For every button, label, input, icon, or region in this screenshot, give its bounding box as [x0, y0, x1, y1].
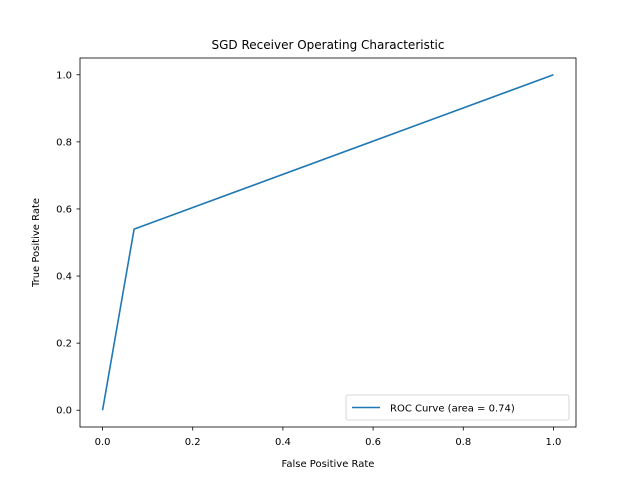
y-axis-ticks: 0.0 0.2 0.4 0.6 0.8 1.0	[56, 70, 80, 417]
legend-label: ROC Curve (area = 0.74)	[390, 404, 515, 415]
chart-title: SGD Receiver Operating Characteristic	[212, 38, 445, 52]
y-tick-label: 0.4	[56, 272, 72, 283]
x-axis-ticks: 0.0 0.2 0.4 0.6 0.8 1.0	[95, 427, 562, 448]
y-tick-label: 0.6	[56, 204, 72, 215]
plot-data	[101, 74, 554, 411]
y-tick-label: 0.0	[56, 406, 72, 417]
axes-frame	[79, 57, 577, 428]
y-axis-label: True Positive Rate	[31, 198, 42, 288]
x-tick-label: 0.2	[185, 437, 201, 448]
y-tick-label: 1.0	[56, 70, 72, 81]
legend: ROC Curve (area = 0.74)	[345, 394, 570, 421]
y-tick-label: 0.8	[56, 137, 72, 148]
x-axis-label: False Positive Rate	[282, 459, 375, 470]
legend-box	[345, 394, 570, 421]
x-tick-label: 0.6	[365, 437, 381, 448]
x-tick-label: 0.4	[275, 437, 291, 448]
x-tick-label: 1.0	[546, 437, 562, 448]
x-tick-label: 0.8	[455, 437, 471, 448]
y-tick-label: 0.2	[56, 339, 72, 350]
x-tick-label: 0.0	[95, 437, 111, 448]
series-line-0	[101, 74, 554, 411]
